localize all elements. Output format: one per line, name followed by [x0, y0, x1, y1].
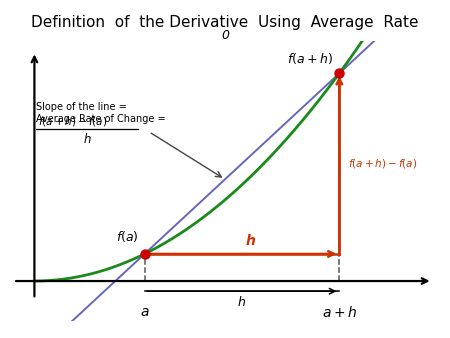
Text: $h$: $h$: [238, 295, 247, 309]
Text: $f(a+h) - f(a)$: $f(a+h) - f(a)$: [348, 157, 417, 170]
Text: $a$: $a$: [140, 305, 149, 319]
Text: Definition  of  the Derivative  Using  Average  Rate: Definition of the Derivative Using Avera…: [31, 15, 419, 30]
Text: $f(a+h) - f(a)$: $f(a+h) - f(a)$: [38, 115, 107, 128]
Text: $f(a)$: $f(a)$: [116, 229, 139, 244]
Text: $f(a+h)$: $f(a+h)$: [287, 51, 333, 66]
Text: $\bfit{h}$: $\bfit{h}$: [245, 233, 256, 248]
Text: Slope of the line =
Average Rate of Change =: Slope of the line = Average Rate of Chan…: [36, 102, 166, 124]
Text: $h$: $h$: [83, 131, 91, 146]
Text: $a+h$: $a+h$: [322, 305, 357, 320]
Text: 0: 0: [221, 29, 229, 42]
